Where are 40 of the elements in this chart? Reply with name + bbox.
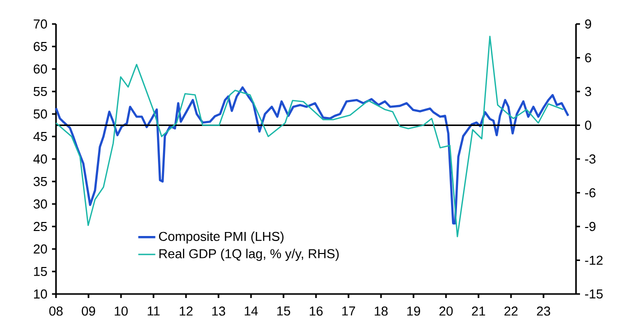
x-tick-label: 14 (244, 306, 258, 316)
x-tick-label: 22 (504, 306, 518, 316)
x-tick-label: 09 (82, 306, 96, 316)
y-tick-label: 45 (33, 132, 47, 142)
y2-tick-label: -12 (585, 256, 603, 265)
y2-tick-label: -15 (585, 289, 603, 299)
x-tick-label: 12 (180, 306, 193, 316)
x-tick-label: 23 (536, 306, 550, 316)
y2-tick-label: 3 (585, 86, 592, 96)
y-tick-label: 30 (34, 199, 47, 209)
x-tick-label: 15 (277, 306, 290, 316)
y2-tick-label: 0 (585, 120, 592, 130)
y2-tick-label: -3 (585, 154, 596, 164)
legend-label: Composite PMI (LHS) (159, 231, 284, 244)
y2-tick-label: -6 (585, 188, 596, 198)
x-tick-label: 11 (148, 306, 160, 316)
y-tick-label: 20 (34, 244, 47, 254)
y-tick-label: 15 (34, 266, 47, 276)
x-tick-label: 13 (212, 306, 226, 316)
y-tick-label: 35 (34, 176, 47, 186)
x-tick-label: 20 (439, 306, 453, 316)
y-tick-label: 65 (34, 42, 47, 52)
x-tick-label: 08 (49, 306, 63, 316)
y2-tick-label: -9 (585, 222, 596, 232)
y2-tick-label: 9 (585, 19, 592, 29)
x-tick-label: 16 (310, 306, 323, 316)
y-tick-label: 60 (34, 64, 47, 74)
x-tick-label: 21 (472, 306, 486, 316)
y-tick-label: 55 (34, 86, 47, 96)
x-tick-label: 19 (407, 306, 420, 316)
x-tick-label: 18 (374, 306, 388, 316)
y-tick-label: 70 (34, 19, 47, 29)
y-tick-label: 40 (33, 154, 47, 164)
y-tick-label: 50 (34, 109, 47, 119)
y2-tick-label: 6 (585, 53, 592, 62)
legend-label: Real GDP (1Q lag, % y/y, RHS) (159, 248, 339, 261)
y-tick-label: 10 (34, 289, 47, 299)
x-tick-label: 10 (114, 306, 128, 316)
y-tick-label: 25 (34, 222, 47, 232)
x-tick-label: 17 (342, 306, 356, 316)
